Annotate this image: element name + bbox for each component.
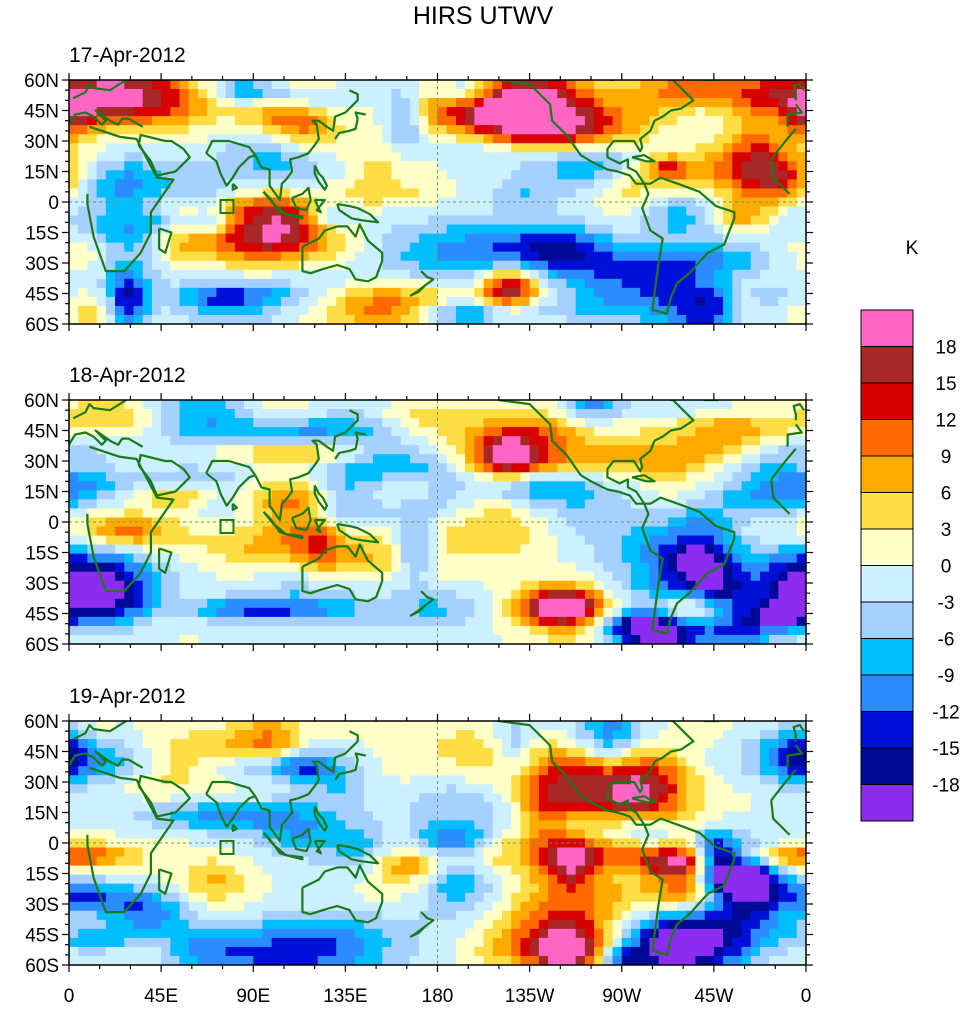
colorbar-box — [860, 492, 914, 530]
colorbar-label: 9 — [941, 447, 952, 468]
lat-tick-label: 60S — [25, 315, 59, 336]
colorbar-label: 0 — [941, 557, 952, 578]
map-panels: 17-Apr-201260N45N30N15N015S30S45S60S18-A… — [24, 44, 813, 1007]
colorbar-label: 18 — [935, 338, 956, 359]
colorbar-box — [860, 674, 914, 712]
colorbar: K 18 15 12 9 6 3 0 -3 -6 -9 -12 -15 -18 — [860, 238, 960, 822]
colorbar-box — [860, 638, 914, 676]
lat-tick-label: 60S — [25, 635, 59, 656]
region-box — [219, 839, 235, 855]
colorbar-label: 12 — [935, 411, 956, 432]
colorbar-label: 3 — [941, 520, 952, 541]
coastlines — [69, 80, 805, 315]
lat-tick-label: 30S — [25, 895, 59, 916]
colorbar-label: -12 — [932, 703, 959, 724]
lon-tick-label: 135W — [505, 986, 555, 1007]
panel-date: 18-Apr-2012 — [69, 364, 186, 387]
lat-tick-label: 0 — [48, 834, 59, 855]
lon-tick-label: 45E — [144, 986, 178, 1007]
colorbar-label: -6 — [938, 630, 955, 651]
lat-tick-label: 15N — [24, 804, 59, 825]
panel-date: 17-Apr-2012 — [69, 44, 186, 67]
colorbar-box — [860, 309, 914, 347]
lat-tick-label: 15S — [25, 544, 59, 565]
lat-tick-label: 30S — [25, 254, 59, 275]
figure-title: HIRS UTWV — [413, 2, 554, 30]
lon-tick-label: 0 — [801, 986, 812, 1007]
colorbar-box — [860, 711, 914, 749]
lat-tick-label: 15S — [25, 224, 59, 245]
colorbar-label: 15 — [935, 374, 956, 395]
lat-tick-label: 45S — [25, 605, 59, 626]
lat-tick-label: 45N — [24, 422, 59, 443]
anomaly-field — [69, 721, 806, 965]
ticks — [62, 714, 813, 972]
lat-tick-label: 45N — [24, 102, 59, 123]
lat-tick-label: 45S — [25, 926, 59, 947]
colorbar-box — [860, 565, 914, 603]
lat-tick-label: 60S — [25, 956, 59, 977]
colorbar-box — [860, 346, 914, 384]
colorbar-box — [860, 382, 914, 420]
map-panel-3: 19-Apr-2012 60N 45N 30N 15N 0 15S 30S 45S 60S — [24, 685, 813, 977]
colorbar-label: 6 — [941, 484, 952, 505]
ticks — [62, 73, 813, 331]
lat-tick-label: 30S — [25, 574, 59, 595]
lat-tick-label: 0 — [48, 193, 59, 214]
lon-tick-label: 135E — [323, 986, 367, 1007]
coastlines — [69, 721, 805, 956]
colorbar-label: -3 — [938, 593, 955, 614]
lat-tick-label: 30N — [24, 452, 59, 473]
lat-tick-label: 30N — [24, 132, 59, 153]
colorbar-box — [860, 455, 914, 493]
colorbar-box — [860, 419, 914, 457]
region-box — [219, 198, 235, 214]
colorbar-label: -9 — [938, 666, 955, 687]
lat-tick-label: 60N — [24, 71, 59, 92]
lon-tick-label: 180 — [422, 986, 454, 1007]
colorbar-label: -18 — [932, 776, 959, 797]
colorbar-unit: K — [906, 238, 919, 259]
colorbar-label: -15 — [932, 739, 959, 760]
colorbar-box — [860, 747, 914, 785]
coastlines — [69, 400, 805, 635]
lat-tick-label: 15N — [24, 483, 59, 504]
lon-tick-label: 90W — [602, 986, 641, 1007]
map-panel-1: 17-Apr-2012 60N 45N 30N 15N 0 15S 30S 45S 60S — [24, 44, 813, 336]
map-panel-2: 18-Apr-2012 60N 45N 30N 15N 0 15S 30S 45S 60S — [24, 364, 813, 656]
ticks — [62, 393, 813, 651]
lon-tick-label: 90E — [236, 986, 270, 1007]
lat-tick-label: 0 — [48, 513, 59, 534]
lon-tick-label: 0 — [64, 986, 75, 1007]
region-box — [219, 518, 235, 534]
lon-tick-label: 45W — [694, 986, 733, 1007]
lat-tick-label: 60N — [24, 712, 59, 733]
anomaly-field — [69, 400, 806, 644]
colorbar-box — [860, 784, 914, 822]
anomaly-field — [69, 80, 806, 324]
panel-date: 19-Apr-2012 — [69, 685, 186, 708]
colorbar-box — [860, 528, 914, 566]
lat-tick-label: 60N — [24, 391, 59, 412]
lat-tick-label: 15N — [24, 163, 59, 184]
lat-tick-label: 45N — [24, 743, 59, 764]
colorbar-box — [860, 601, 914, 639]
lat-tick-label: 30N — [24, 773, 59, 794]
lat-tick-label: 15S — [25, 865, 59, 886]
lat-tick-label: 45S — [25, 285, 59, 306]
